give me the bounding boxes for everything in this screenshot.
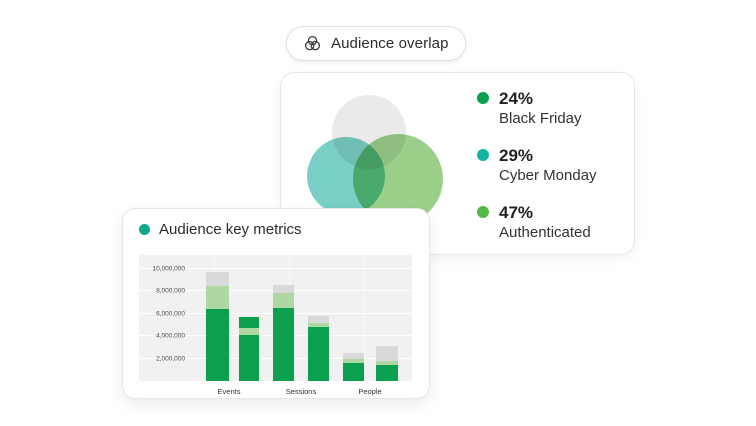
stacked-bar-events-2 xyxy=(239,317,259,381)
bar-segment-light_green xyxy=(206,285,229,310)
stacked-bar-events-1 xyxy=(206,272,229,381)
bar-segment-light_green xyxy=(273,292,294,309)
stacked-bar-chart: 2,000,000 4,000,000 6,000,000 8,000,000 10,0… xyxy=(139,255,412,396)
bar-segment-light_green xyxy=(239,328,259,336)
legend-item: 47% Authenticated xyxy=(477,203,597,242)
bar-segment-green xyxy=(308,327,329,381)
legend-item: 29% Cyber Monday xyxy=(477,146,597,185)
bar-segment-light_green xyxy=(308,322,329,328)
y-axis-tick-label: 6,000,000 xyxy=(156,310,185,318)
legend-percentage: 47% xyxy=(499,203,534,223)
metrics-card-title: Audience key metrics xyxy=(139,221,302,238)
bar-segment-gray xyxy=(308,316,329,323)
legend-percentage: 29% xyxy=(499,146,534,166)
y-axis-tick-label: 4,000,000 xyxy=(156,332,185,340)
legend-dot-icon xyxy=(477,92,489,104)
bar-segment-green xyxy=(206,309,229,381)
x-axis-category-label: Sessions xyxy=(285,387,317,396)
legend-label: Black Friday xyxy=(499,109,582,127)
legend-item: 24% Black Friday xyxy=(477,89,597,128)
legend-label: Authenticated xyxy=(499,223,591,241)
gridline-vertical xyxy=(364,255,365,381)
y-axis-tick-label: 8,000,000 xyxy=(156,287,185,295)
audience-overlap-label: Audience overlap xyxy=(331,35,449,52)
bar-segment-green xyxy=(343,363,364,381)
stacked-bar-people-2 xyxy=(376,346,398,381)
bar-segment-green xyxy=(239,335,259,381)
bar-segment-green xyxy=(273,308,294,381)
legend-dot-icon xyxy=(477,149,489,162)
bar-segment-light_green xyxy=(376,360,398,366)
x-axis-category-label: People xyxy=(358,387,382,396)
stacked-bar-sessions-2 xyxy=(308,316,329,381)
bar-segment-light_green xyxy=(343,358,364,364)
bar-segment-gray xyxy=(376,346,398,361)
bar-segment-gray xyxy=(206,272,229,286)
stacked-bar-sessions-1 xyxy=(273,284,294,381)
gridline xyxy=(139,268,412,269)
legend-percentage: 24% xyxy=(499,89,534,108)
bar-segment-green xyxy=(239,317,259,329)
bar-segment-gray xyxy=(273,284,294,293)
bar-segment-green xyxy=(376,365,398,381)
metrics-title-label: Audience key metrics xyxy=(159,221,302,238)
legend-dot-icon xyxy=(477,206,489,219)
x-axis-category-label: Events xyxy=(217,387,241,396)
venn-legend: 24% Black Friday 29% Cyber Monday 47% Authent… xyxy=(477,89,597,242)
audience-key-metrics-card: Audience key metrics 2,000,000 4,000,000 6… xyxy=(122,208,430,399)
bar-segment-gray xyxy=(343,353,364,359)
teal-dot-icon xyxy=(139,224,150,235)
legend-label: Cyber Monday xyxy=(499,166,597,184)
y-axis-tick-label: 10,000,000 xyxy=(152,265,185,273)
audience-overlap-chip[interactable]: Audience overlap xyxy=(286,26,466,61)
venn-diagram-icon xyxy=(304,35,321,51)
y-axis-tick-label: 2,000,000 xyxy=(156,355,185,363)
stacked-bar-people-1 xyxy=(343,353,364,381)
